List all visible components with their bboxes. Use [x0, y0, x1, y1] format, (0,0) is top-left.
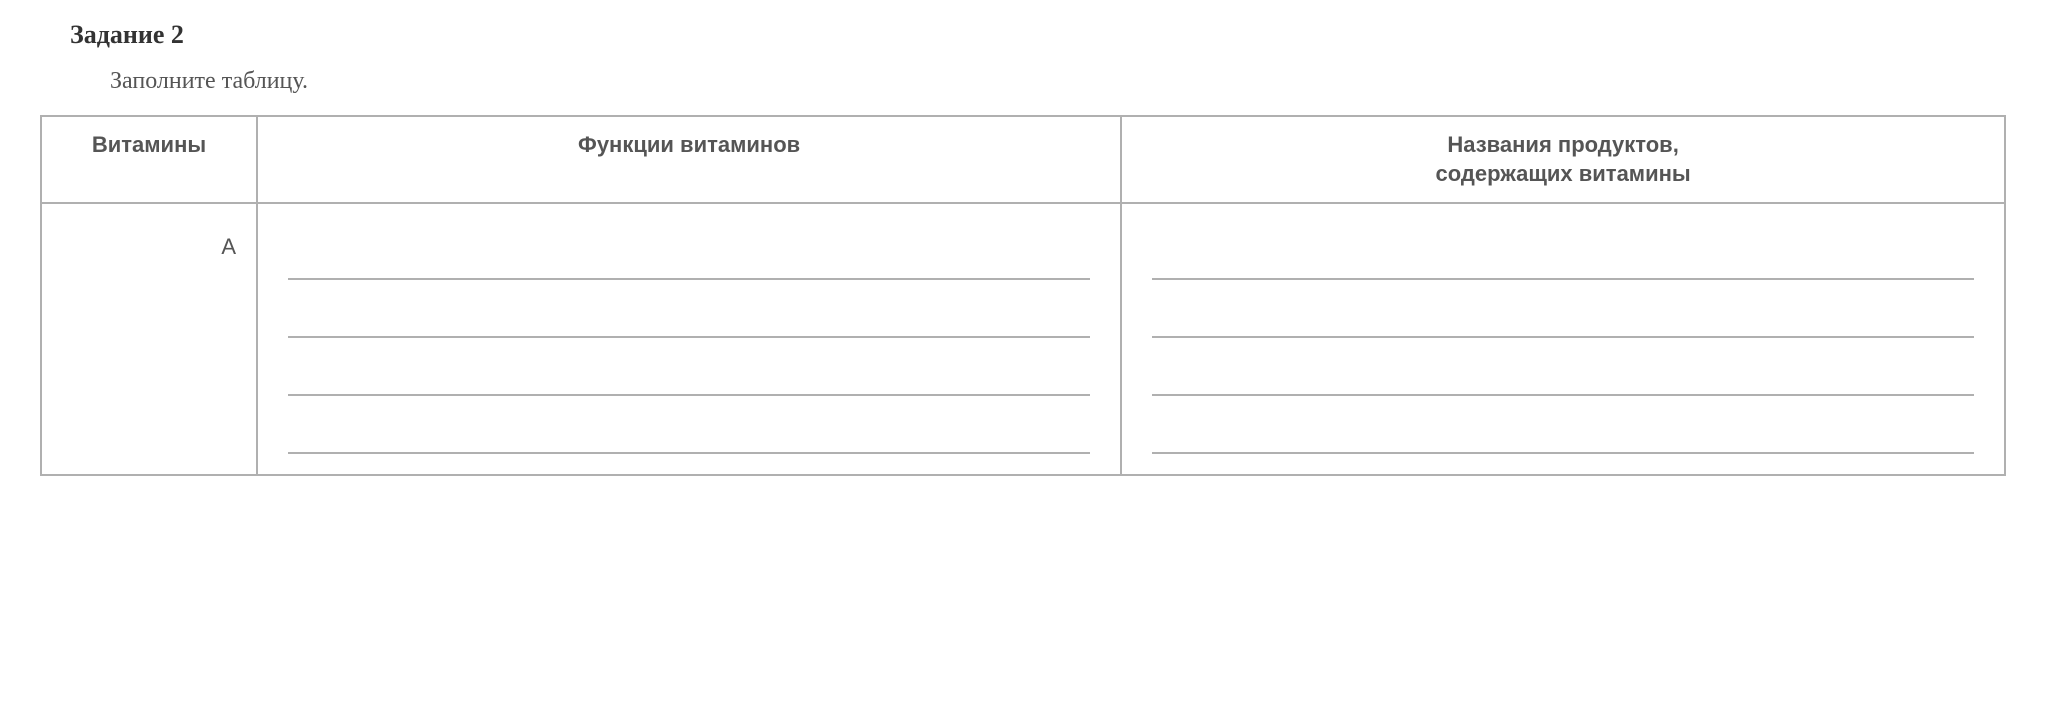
products-cell[interactable] — [1121, 203, 2005, 475]
write-line[interactable] — [1152, 222, 1974, 280]
write-line[interactable] — [288, 280, 1090, 338]
write-line[interactable] — [1152, 396, 1974, 454]
functions-cell[interactable] — [257, 203, 1121, 475]
write-line[interactable] — [288, 396, 1090, 454]
table-header-row: Витамины Функции витаминов Названия прод… — [41, 116, 2005, 203]
header-functions: Функции витаминов — [257, 116, 1121, 203]
table-row: A — [41, 203, 2005, 475]
write-line[interactable] — [288, 338, 1090, 396]
write-line[interactable] — [288, 222, 1090, 280]
write-line[interactable] — [1152, 280, 1974, 338]
task-instruction: Заполните таблицу. — [110, 68, 2006, 95]
vitamins-table: Витамины Функции витаминов Названия прод… — [40, 115, 2006, 476]
header-products: Названия продуктов,содержащих витамины — [1121, 116, 2005, 203]
header-vitamins: Витамины — [41, 116, 257, 203]
row-label: A — [41, 203, 257, 475]
write-line[interactable] — [1152, 338, 1974, 396]
task-title: Задание 2 — [70, 20, 2006, 50]
